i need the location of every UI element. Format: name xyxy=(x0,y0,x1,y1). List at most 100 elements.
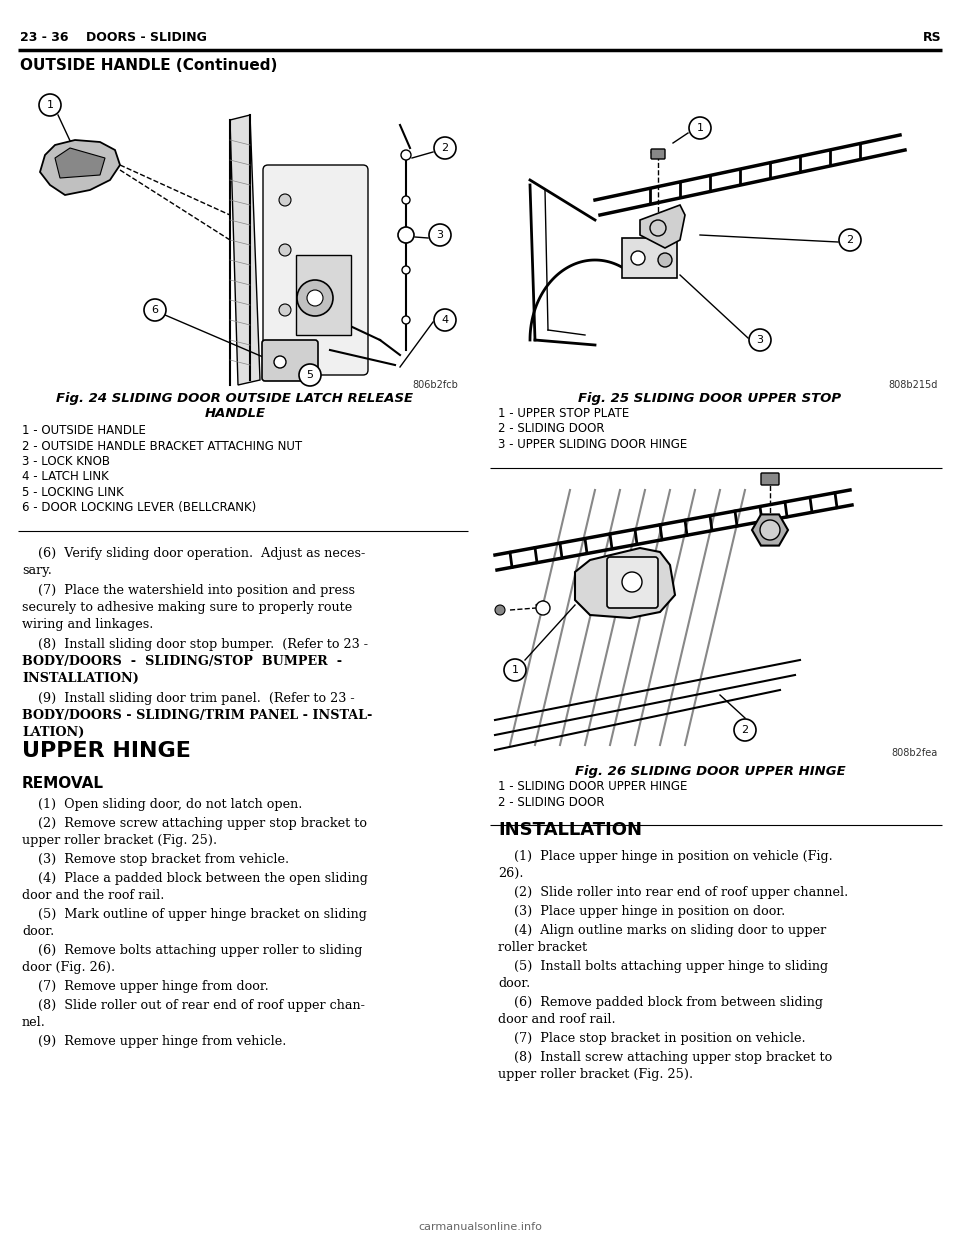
Text: door.: door. xyxy=(22,925,55,938)
FancyBboxPatch shape xyxy=(622,238,677,278)
FancyBboxPatch shape xyxy=(263,165,368,375)
Text: 2 - SLIDING DOOR: 2 - SLIDING DOOR xyxy=(498,422,605,436)
Text: Fig. 24 SLIDING DOOR OUTSIDE LATCH RELEASE: Fig. 24 SLIDING DOOR OUTSIDE LATCH RELEA… xyxy=(57,392,414,405)
Circle shape xyxy=(398,227,414,243)
Polygon shape xyxy=(40,140,120,195)
Text: carmanualsonline.info: carmanualsonline.info xyxy=(418,1222,542,1232)
Text: BODY/DOORS - SLIDING/TRIM PANEL - INSTAL-: BODY/DOORS - SLIDING/TRIM PANEL - INSTAL… xyxy=(22,709,372,722)
Bar xyxy=(490,474,942,760)
Text: (4)  Align outline marks on sliding door to upper: (4) Align outline marks on sliding door … xyxy=(498,924,827,936)
Circle shape xyxy=(429,224,451,246)
Text: (6)  Remove padded block from between sliding: (6) Remove padded block from between sli… xyxy=(498,996,823,1009)
Text: (3)  Remove stop bracket from vehicle.: (3) Remove stop bracket from vehicle. xyxy=(22,853,289,866)
Polygon shape xyxy=(752,514,788,545)
Text: (7)  Remove upper hinge from door.: (7) Remove upper hinge from door. xyxy=(22,980,269,994)
Circle shape xyxy=(307,289,323,306)
Circle shape xyxy=(144,299,166,320)
Circle shape xyxy=(631,251,645,265)
Polygon shape xyxy=(575,548,675,619)
Text: 3: 3 xyxy=(437,230,444,240)
Circle shape xyxy=(39,94,61,116)
Text: 806b2fcb: 806b2fcb xyxy=(412,380,458,390)
Text: (9)  Remove upper hinge from vehicle.: (9) Remove upper hinge from vehicle. xyxy=(22,1035,286,1048)
Text: 1: 1 xyxy=(512,664,518,674)
Text: 3: 3 xyxy=(756,335,763,345)
Circle shape xyxy=(279,194,291,206)
Circle shape xyxy=(279,304,291,315)
Text: (5)  Install bolts attaching upper hinge to sliding: (5) Install bolts attaching upper hinge … xyxy=(498,960,828,972)
Bar xyxy=(15,79,467,392)
Circle shape xyxy=(299,364,321,386)
Text: 4 - LATCH LINK: 4 - LATCH LINK xyxy=(22,471,108,483)
Text: 6: 6 xyxy=(152,306,158,315)
Text: (7)  Place the watershield into position and press: (7) Place the watershield into position … xyxy=(22,584,355,597)
FancyBboxPatch shape xyxy=(651,149,665,159)
Text: 2: 2 xyxy=(741,725,749,735)
Text: 6 - DOOR LOCKING LEVER (BELLCRANK): 6 - DOOR LOCKING LEVER (BELLCRANK) xyxy=(22,502,256,514)
Circle shape xyxy=(402,266,410,274)
Circle shape xyxy=(749,329,771,351)
Text: 1: 1 xyxy=(46,101,54,111)
Circle shape xyxy=(274,356,286,368)
Text: Fig. 26 SLIDING DOOR UPPER HINGE: Fig. 26 SLIDING DOOR UPPER HINGE xyxy=(575,765,846,777)
Text: sary.: sary. xyxy=(22,564,52,578)
Text: door (Fig. 26).: door (Fig. 26). xyxy=(22,961,115,974)
Text: INSTALLATION: INSTALLATION xyxy=(498,821,642,840)
Circle shape xyxy=(279,243,291,256)
Text: REMOVAL: REMOVAL xyxy=(22,776,104,791)
Text: door and roof rail.: door and roof rail. xyxy=(498,1013,615,1026)
Circle shape xyxy=(839,229,861,251)
Text: LATION): LATION) xyxy=(22,727,84,739)
Text: 23 - 36    DOORS - SLIDING: 23 - 36 DOORS - SLIDING xyxy=(20,31,206,43)
Text: nel.: nel. xyxy=(22,1016,46,1030)
Text: (1)  Place upper hinge in position on vehicle (Fig.: (1) Place upper hinge in position on veh… xyxy=(498,850,832,863)
Text: (2)  Remove screw attaching upper stop bracket to: (2) Remove screw attaching upper stop br… xyxy=(22,817,367,830)
Circle shape xyxy=(734,719,756,741)
Text: 1 - UPPER STOP PLATE: 1 - UPPER STOP PLATE xyxy=(498,407,629,420)
Circle shape xyxy=(495,605,505,615)
Text: 2 - OUTSIDE HANDLE BRACKET ATTACHING NUT: 2 - OUTSIDE HANDLE BRACKET ATTACHING NUT xyxy=(22,440,302,452)
Text: RS: RS xyxy=(924,31,942,43)
Text: (6)  Verify sliding door operation.  Adjust as neces-: (6) Verify sliding door operation. Adjus… xyxy=(22,546,365,560)
Text: 3 - UPPER SLIDING DOOR HINGE: 3 - UPPER SLIDING DOOR HINGE xyxy=(498,438,687,451)
Bar xyxy=(490,79,942,392)
Circle shape xyxy=(650,220,666,236)
Circle shape xyxy=(536,601,550,615)
Text: (6)  Remove bolts attaching upper roller to sliding: (6) Remove bolts attaching upper roller … xyxy=(22,944,362,958)
Text: 5 - LOCKING LINK: 5 - LOCKING LINK xyxy=(22,486,124,499)
Text: 1 - OUTSIDE HANDLE: 1 - OUTSIDE HANDLE xyxy=(22,424,146,437)
Text: 3 - LOCK KNOB: 3 - LOCK KNOB xyxy=(22,455,110,468)
Circle shape xyxy=(297,279,333,315)
Text: (3)  Place upper hinge in position on door.: (3) Place upper hinge in position on doo… xyxy=(498,905,785,918)
Polygon shape xyxy=(55,148,105,178)
Text: 2: 2 xyxy=(847,235,853,245)
Circle shape xyxy=(401,150,411,160)
FancyBboxPatch shape xyxy=(761,473,779,484)
Text: wiring and linkages.: wiring and linkages. xyxy=(22,619,154,631)
Text: (8)  Install sliding door stop bumper.  (Refer to 23 -: (8) Install sliding door stop bumper. (R… xyxy=(22,638,368,651)
Text: 2: 2 xyxy=(442,143,448,153)
Text: UPPER HINGE: UPPER HINGE xyxy=(22,741,191,761)
Circle shape xyxy=(402,196,410,204)
Text: HANDLE: HANDLE xyxy=(204,407,266,420)
Text: (9)  Install sliding door trim panel.  (Refer to 23 -: (9) Install sliding door trim panel. (Re… xyxy=(22,692,354,705)
Text: 4: 4 xyxy=(442,315,448,325)
Text: 5: 5 xyxy=(306,370,314,380)
FancyBboxPatch shape xyxy=(262,340,318,381)
Circle shape xyxy=(622,573,642,592)
Polygon shape xyxy=(230,116,260,385)
Text: 1: 1 xyxy=(697,123,704,133)
Text: (8)  Install screw attaching upper stop bracket to: (8) Install screw attaching upper stop b… xyxy=(498,1051,832,1064)
Text: (7)  Place stop bracket in position on vehicle.: (7) Place stop bracket in position on ve… xyxy=(498,1032,805,1045)
Text: (1)  Open sliding door, do not latch open.: (1) Open sliding door, do not latch open… xyxy=(22,799,302,811)
Text: 2 - SLIDING DOOR: 2 - SLIDING DOOR xyxy=(498,795,605,809)
Circle shape xyxy=(434,137,456,159)
Polygon shape xyxy=(640,205,685,248)
Text: door and the roof rail.: door and the roof rail. xyxy=(22,889,164,902)
Text: OUTSIDE HANDLE (Continued): OUTSIDE HANDLE (Continued) xyxy=(20,58,277,73)
Text: upper roller bracket (Fig. 25).: upper roller bracket (Fig. 25). xyxy=(498,1068,693,1081)
Text: 808b2fea: 808b2fea xyxy=(892,748,938,758)
Circle shape xyxy=(402,315,410,324)
Text: (4)  Place a padded block between the open sliding: (4) Place a padded block between the ope… xyxy=(22,872,368,886)
Circle shape xyxy=(658,253,672,267)
